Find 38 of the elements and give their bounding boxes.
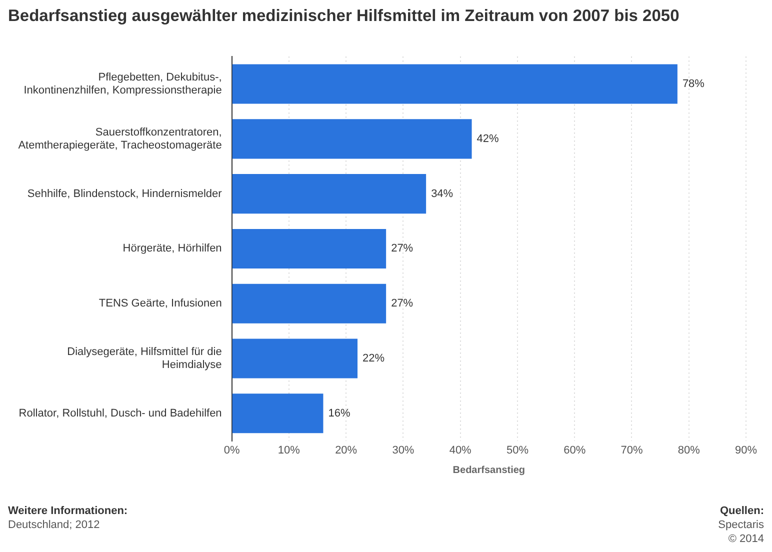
x-tick-label: 70% (620, 444, 643, 456)
y-tick-label: Hörgeräte, Hörhilfen (122, 242, 222, 255)
x-tick-label: 40% (449, 444, 472, 456)
x-tick-label: 80% (678, 444, 700, 456)
y-tick-label: Sehhilfe, Blindenstock, Hindernismelder (27, 188, 222, 200)
x-axis-title: Bedarfsanstieg (452, 464, 526, 476)
text: © 2014 (727, 532, 764, 546)
x-tick-label: 30% (392, 444, 414, 456)
data-label: 78% (682, 78, 705, 90)
x-tick-label: 0% (224, 444, 240, 456)
text: Deutschland; 2012 (8, 518, 101, 532)
source-note: Quellen: (720, 505, 764, 517)
bar (232, 284, 386, 324)
data-label: 22% (362, 352, 385, 365)
x-tick-label: 50% (506, 444, 529, 456)
y-tick-label: Pflegebetten, Dekubitus-, Inkontinenzhilfen, Kompressionstherapie (24, 71, 222, 97)
y-tick-label: Sauerstoffkonzentratoren, Atemtherapiegeräte, Tracheostomageräte (18, 126, 222, 152)
data-label: 27% (391, 298, 414, 310)
bar (232, 119, 472, 159)
data-label: 16% (328, 407, 350, 420)
text: Spectaris (718, 518, 764, 532)
data-label: 34% (431, 188, 454, 200)
text: Weitere Informationen: (8, 505, 128, 517)
chart-title: Bedarfsanstieg ausgewählter medizinischer Hilfsmittel im Zeitraum von 2007 bis 2050 (8, 7, 680, 26)
data-label: 42% (476, 132, 500, 145)
x-tick-label: 60% (564, 444, 586, 456)
x-tick-label: 20% (335, 444, 358, 456)
y-tick-label: Rollator, Rollstuhl, Dusch- und Badehilfen (18, 407, 222, 420)
bar (232, 64, 678, 104)
bar (232, 174, 426, 214)
bar (232, 338, 358, 378)
bar (232, 228, 386, 268)
y-tick-label: TENS Geärte, Infusionen (98, 298, 222, 310)
x-tick-label: 10% (278, 444, 300, 456)
x-tick-label: 90% (734, 444, 758, 456)
bar (232, 394, 324, 434)
data-label: 27% (391, 242, 414, 255)
y-tick-label: Dialysegeräte, Hilfsmittel für die Heimdialyse (67, 346, 222, 372)
